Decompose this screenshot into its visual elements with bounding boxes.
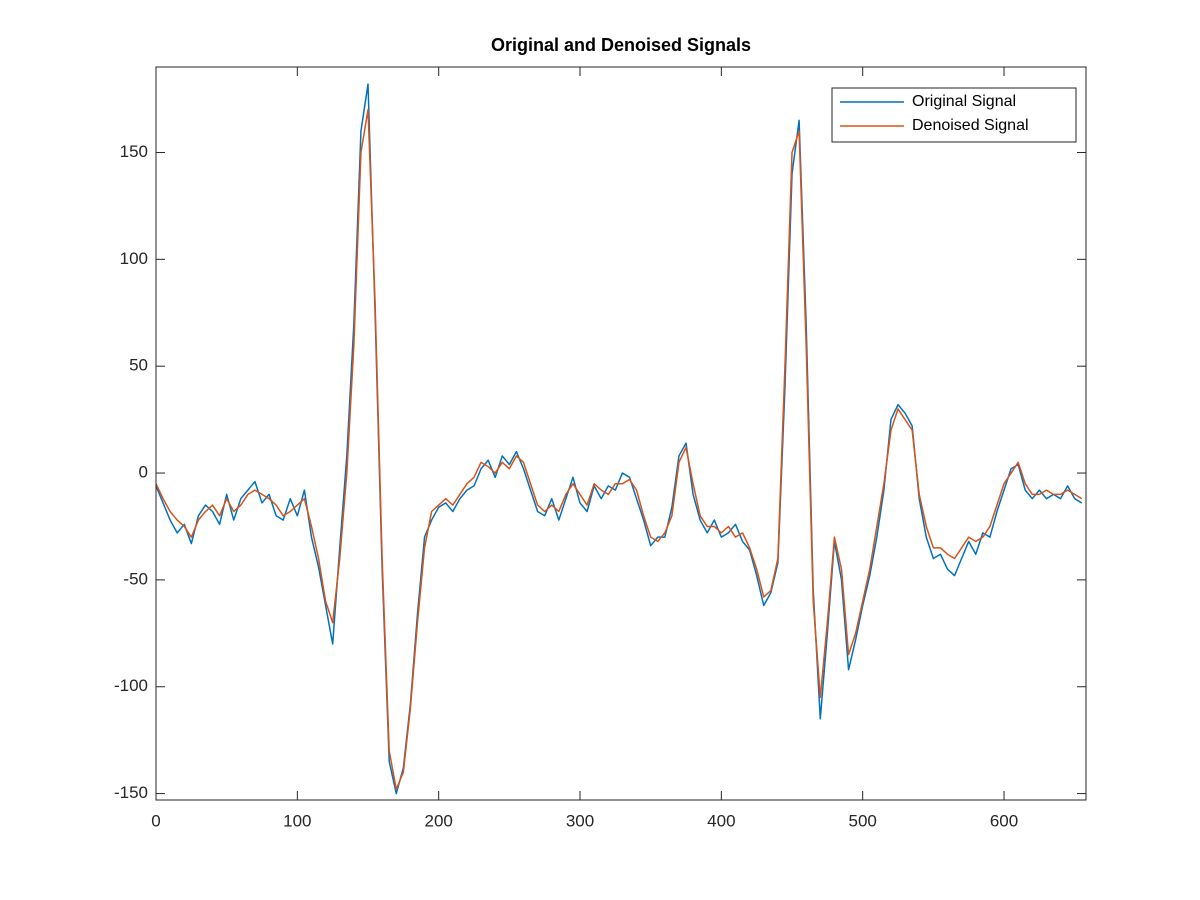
y-tick-label: 50 — [129, 356, 148, 375]
y-tick-label: 150 — [120, 142, 148, 161]
y-tick-label: 100 — [120, 249, 148, 268]
y-tick-label: -150 — [114, 783, 148, 802]
legend-label: Denoised Signal — [912, 117, 1029, 134]
x-tick-label: 600 — [990, 811, 1018, 830]
series-line — [155, 108, 1083, 791]
x-tick-label: 100 — [283, 811, 311, 830]
x-tick-label: 400 — [707, 811, 735, 830]
x-tick-label: 500 — [848, 811, 876, 830]
axes-box — [155, 66, 1087, 801]
x-tick-label: 300 — [566, 811, 594, 830]
series-line — [155, 83, 1083, 795]
x-tick-label: 200 — [424, 811, 452, 830]
legend-label: Original Signal — [912, 93, 1016, 110]
chart-title: Original and Denoised Signals — [491, 35, 751, 55]
y-tick-label: -50 — [123, 569, 148, 588]
y-tick-label: 0 — [139, 463, 148, 482]
legend-box — [831, 87, 1077, 143]
x-tick-label: 0 — [151, 811, 160, 830]
y-tick-label: -100 — [114, 676, 148, 695]
